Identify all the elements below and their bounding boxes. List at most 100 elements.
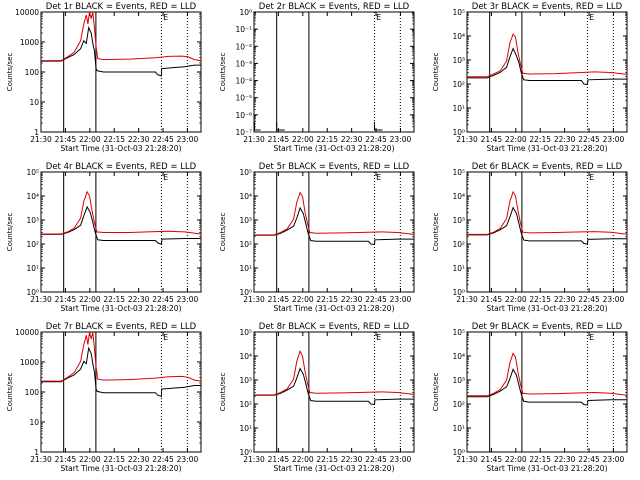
series-line-lld xyxy=(41,190,201,235)
x-tick-label: 21:30 xyxy=(456,455,478,464)
panel-det-7: Det 7r BLACK = Events, RED = LLD 1 10 100 10… xyxy=(6,322,202,473)
x-tick-label: 22:00 xyxy=(79,455,101,464)
panel-det-8: Det 8r BLACK = Events, RED = LLD 10⁰ 10¹ 10… xyxy=(219,322,415,473)
plot-frame xyxy=(253,331,415,453)
panel-title: Det 1r BLACK = Events, RED = LLD xyxy=(46,2,197,12)
panel-det-9: Det 9r BLACK = Events, RED = LLD 10⁰ 10¹ 10… xyxy=(432,322,628,473)
x-tick-label: 22:00 xyxy=(292,135,314,144)
y-tick-label: 1000 xyxy=(20,358,39,367)
x-tick-label: 22:30 xyxy=(554,295,576,304)
series-line-lld xyxy=(467,352,627,397)
panel-det-4: Det 4r BLACK = Events, RED = LLD 10⁰ 10¹ 10… xyxy=(6,162,202,313)
x-axis-label: Start Time (31-Oct-03 21:28:20) xyxy=(273,144,394,153)
panel-title: Det 9r BLACK = Events, RED = LLD xyxy=(472,322,623,332)
x-tick-label: 21:45 xyxy=(481,455,503,464)
series-line-events xyxy=(467,206,627,245)
series-line-events xyxy=(254,206,414,246)
x-tick-label: 21:30 xyxy=(243,135,265,144)
series-line-lld xyxy=(467,33,627,78)
y-tick-label: 10¹ xyxy=(452,424,465,433)
x-tick-label: 22:15 xyxy=(529,295,551,304)
y-tick-label: 10² xyxy=(239,400,252,409)
x-tick-label: 22:00 xyxy=(79,135,101,144)
x-tick-label: 22:30 xyxy=(554,135,576,144)
panel-title: Det 8r BLACK = Events, RED = LLD xyxy=(259,322,410,332)
x-tick-label: 22:15 xyxy=(316,135,338,144)
y-axis-label: Counts/sec xyxy=(432,53,440,92)
y-axis-label: Counts/sec xyxy=(432,373,440,412)
y-tick-label: 10⁰ xyxy=(239,288,252,297)
y-tick-label: 10¹ xyxy=(26,264,39,273)
x-tick-label: 22:30 xyxy=(128,135,150,144)
y-axis-label: Counts/sec xyxy=(6,213,14,252)
x-axis-label: Start Time (31-Oct-03 21:28:20) xyxy=(60,144,181,153)
y-tick-label: 10⁵ xyxy=(452,8,465,17)
x-tick-label: 21:30 xyxy=(30,135,52,144)
x-tick-label: 22:30 xyxy=(341,455,363,464)
y-tick-label: 10 xyxy=(29,98,39,107)
y-tick-label: 10⁴ xyxy=(452,32,465,41)
y-tick-label: 10² xyxy=(452,80,465,89)
y-tick-label: 10³ xyxy=(239,376,252,385)
x-axis-label: Start Time (31-Oct-03 21:28:20) xyxy=(273,304,394,313)
y-tick-label: 10⁴ xyxy=(239,352,252,361)
legend-marker: E xyxy=(376,333,381,342)
x-tick-label: 22:30 xyxy=(341,135,363,144)
panel-det-5: Det 5r BLACK = Events, RED = LLD 10⁰ 10¹ 10… xyxy=(219,162,415,313)
x-axis-label: Start Time (31-Oct-03 21:28:20) xyxy=(486,144,607,153)
x-tick-label: 21:45 xyxy=(55,455,77,464)
plot-frame xyxy=(466,331,628,453)
x-tick-label: 21:30 xyxy=(30,455,52,464)
y-tick-label: 10⁰ xyxy=(452,128,465,137)
y-tick-label: 10⁰ xyxy=(452,448,465,457)
y-tick-label: 10⁰ xyxy=(26,288,39,297)
legend-marker: E xyxy=(589,333,594,342)
y-axis-label: Counts/sec xyxy=(219,373,227,412)
x-tick-label: 21:45 xyxy=(481,295,503,304)
x-tick-label: 23:00 xyxy=(177,135,199,144)
x-axis-label: Start Time (31-Oct-03 21:28:20) xyxy=(273,464,394,473)
x-axis-label: Start Time (31-Oct-03 21:28:20) xyxy=(486,464,607,473)
y-tick-label: 10⁴ xyxy=(452,192,465,201)
legend-marker: E xyxy=(163,13,168,22)
x-tick-label: 22:45 xyxy=(152,295,174,304)
x-tick-label: 21:45 xyxy=(268,295,290,304)
panel-det-6: Det 6r BLACK = Events, RED = LLD 10⁰ 10¹ 10… xyxy=(432,162,628,313)
y-tick-label: 10⁵ xyxy=(239,168,252,177)
y-tick-label: 10² xyxy=(26,240,39,249)
y-tick-label: 10⁻⁴ xyxy=(235,77,252,86)
x-tick-label: 22:00 xyxy=(505,455,527,464)
series-line-lld xyxy=(254,191,414,236)
x-tick-label: 23:00 xyxy=(603,455,625,464)
x-tick-label: 21:45 xyxy=(481,135,503,144)
legend-marker: E xyxy=(163,173,168,182)
legend-marker: E xyxy=(376,13,381,22)
x-tick-label: 22:45 xyxy=(365,295,387,304)
plot-frame xyxy=(253,11,415,133)
x-tick-label: 22:30 xyxy=(341,295,363,304)
plot-frame xyxy=(253,171,415,293)
panel-det-1: Det 1r BLACK = Events, RED = LLD 1 10 100 10… xyxy=(6,2,202,153)
y-axis-label: Counts/sec xyxy=(219,213,227,252)
x-tick-label: 22:45 xyxy=(578,455,600,464)
series-line-events xyxy=(254,367,414,406)
y-tick-label: 10 xyxy=(29,418,39,427)
y-tick-label: 10² xyxy=(452,400,465,409)
y-tick-label: 10⁵ xyxy=(452,328,465,337)
x-tick-label: 22:15 xyxy=(316,295,338,304)
y-tick-label: 10⁴ xyxy=(26,192,39,201)
x-tick-label: 22:45 xyxy=(365,455,387,464)
x-axis-label: Start Time (31-Oct-03 21:28:20) xyxy=(486,304,607,313)
y-tick-label: 10000 xyxy=(15,328,39,337)
y-tick-label: 10⁰ xyxy=(452,288,465,297)
x-tick-label: 21:45 xyxy=(268,135,290,144)
y-tick-label: 10⁵ xyxy=(239,328,252,337)
plot-frame xyxy=(466,171,628,293)
legend-marker: E xyxy=(376,173,381,182)
series-line-events xyxy=(467,47,627,86)
y-tick-label: 10⁻¹ xyxy=(235,25,252,34)
x-tick-label: 22:30 xyxy=(128,295,150,304)
y-tick-label: 10⁰ xyxy=(239,448,252,457)
x-tick-label: 22:15 xyxy=(529,455,551,464)
